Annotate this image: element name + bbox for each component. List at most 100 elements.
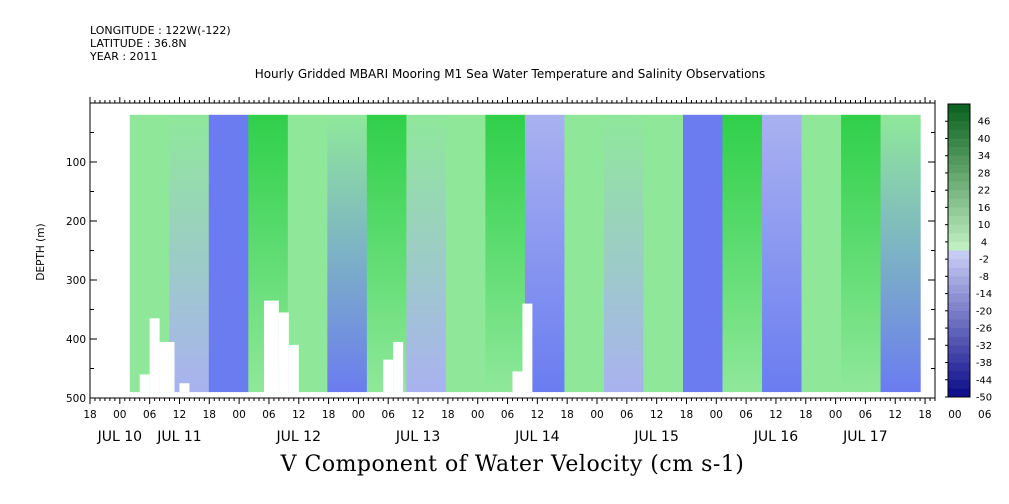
- x-axis-title: V Component of Water Velocity (cm s-1): [280, 452, 745, 477]
- x-date-label: JUL 14: [514, 429, 560, 445]
- x-tick-label: 06: [620, 409, 634, 421]
- y-tick-label: 400: [66, 334, 86, 346]
- x-tick-label: 00: [948, 409, 961, 421]
- colorbar-band: [948, 310, 970, 320]
- colorbar-band: [948, 138, 970, 148]
- x-tick-label: 12: [173, 409, 186, 421]
- missing-data-region: [288, 344, 299, 393]
- colorbar-tick-label: -20: [976, 306, 992, 317]
- x-tick-label: 00: [590, 409, 603, 421]
- y-axis: 100 200 300 400 500: [66, 132, 935, 405]
- colorbar-band: [948, 328, 970, 338]
- colorbar-tick-label: 10: [978, 220, 991, 231]
- x-tick-label: 00: [113, 409, 126, 421]
- latitude-label: LATITUDE : 36.8N: [90, 37, 187, 50]
- colorbar-tick-label: -38: [976, 358, 992, 369]
- x-tick-label: 06: [859, 409, 873, 421]
- colorbar-tick-label: -8: [979, 272, 989, 283]
- x-date-label: JUL 13: [395, 429, 440, 445]
- colorbar-band: [948, 181, 970, 191]
- x-tick-label: 00: [232, 409, 245, 421]
- colorbar-band: [948, 250, 970, 260]
- y-tick-label: 200: [66, 216, 86, 228]
- x-tick-label: 06: [978, 409, 992, 421]
- colorbar-band: [948, 293, 970, 303]
- velocity-column: [208, 114, 249, 393]
- colorbar-tick-label: 34: [978, 151, 991, 162]
- x-tick-label: 18: [560, 409, 573, 421]
- colorbar-band: [948, 241, 970, 251]
- missing-data-region: [278, 312, 289, 393]
- missing-data-region: [522, 303, 533, 393]
- colorbar-band: [948, 198, 970, 208]
- x-tick-label: 12: [889, 409, 902, 421]
- colorbar-band: [948, 302, 970, 312]
- colorbar-tick-label: 22: [978, 186, 991, 197]
- x-tick-label: 06: [143, 409, 157, 421]
- colorbar-tick-label: -2: [979, 255, 989, 266]
- colorbar-tick-label: 28: [978, 168, 991, 179]
- colorbar-tick-label: 40: [978, 134, 991, 145]
- colorbar-band: [948, 345, 970, 355]
- y-tick-label: 100: [66, 157, 86, 169]
- colorbar-band: [948, 190, 970, 200]
- colorbar-frame: [947, 103, 971, 398]
- x-tick-label: 18: [322, 409, 335, 421]
- y-tick-label: 500: [66, 393, 86, 405]
- colorbar-band: [948, 147, 970, 157]
- colorbar-band: [948, 353, 970, 364]
- velocity-column: [485, 114, 526, 393]
- missing-data-region: [512, 371, 523, 393]
- y-tick-label: 300: [66, 275, 86, 287]
- year-label: YEAR : 2011: [90, 50, 158, 63]
- colorbar-tick-label: 46: [978, 117, 991, 128]
- x-tick-label: 06: [501, 409, 515, 421]
- colorbar-tick-label: 16: [978, 203, 991, 214]
- x-date-label: JUL 16: [753, 429, 799, 445]
- colorbar-band: [948, 371, 970, 381]
- colorbar-tick-label: 4: [981, 237, 987, 248]
- x-tick-label: 18: [799, 409, 812, 421]
- missing-data-region: [383, 359, 394, 393]
- x-date-label: JUL 11: [156, 429, 201, 445]
- missing-data-region: [159, 341, 175, 393]
- velocity-column: [880, 114, 921, 393]
- x-tick-label: 18: [83, 409, 96, 421]
- colorbar-band: [948, 284, 970, 295]
- colorbar-band: [948, 164, 970, 174]
- missing-data-region: [179, 383, 190, 393]
- colorbar-tick-label: -50: [976, 393, 992, 404]
- colorbar-band: [948, 129, 970, 139]
- x-tick-label: 18: [918, 409, 931, 421]
- missing-data-region: [393, 341, 404, 393]
- colorbar-band: [948, 276, 970, 286]
- x-tick-label: 00: [471, 409, 484, 421]
- missing-data-region: [149, 318, 160, 393]
- x-tick-label: 00: [829, 409, 842, 421]
- velocity-column: [564, 114, 605, 393]
- colorbar-band: [948, 207, 970, 217]
- x-tick-label: 00: [710, 409, 723, 421]
- missing-data: [139, 300, 533, 393]
- colorbar-band: [948, 259, 970, 269]
- colorbar-band: [948, 388, 970, 398]
- colorbar-band: [948, 319, 970, 329]
- x-tick-label: 12: [769, 409, 782, 421]
- colorbar-band: [948, 362, 970, 372]
- x-tick-label: 06: [262, 409, 276, 421]
- velocity-column: [603, 114, 645, 393]
- colorbar-band: [948, 379, 970, 389]
- velocity-column: [841, 114, 882, 393]
- colorbar-band: [948, 155, 970, 165]
- x-date-label: JUL 17: [842, 429, 887, 445]
- longitude-label: LONGITUDE : 122W(-122): [90, 24, 231, 37]
- colorbar-band: [948, 121, 970, 131]
- velocity-column: [327, 114, 368, 393]
- colorbar-band: [948, 224, 970, 234]
- x-date-label: JUL 10: [97, 429, 142, 445]
- colorbar-band: [948, 112, 970, 122]
- x-tick-label: 12: [650, 409, 663, 421]
- colorbar: 46 40 34 28 22 16 10 4 -2 -8 -14 -20 -26 -32 -38 -44 -50: [945, 103, 992, 404]
- x-tick-label: 12: [411, 409, 424, 421]
